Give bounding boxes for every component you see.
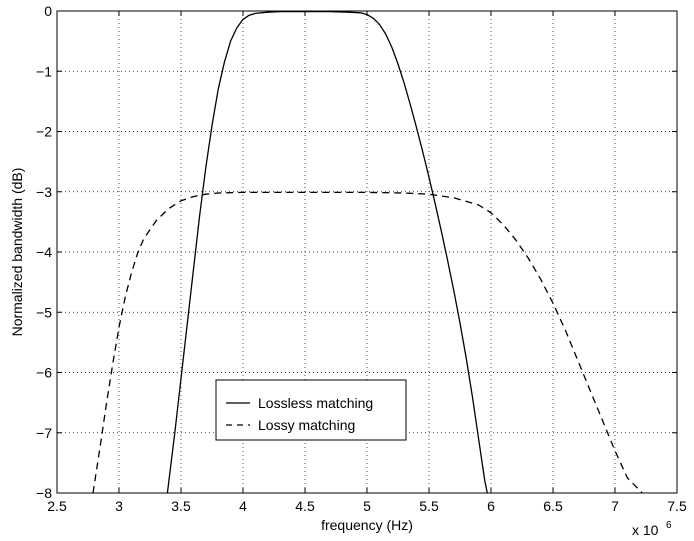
- legend-label-lossless: Lossless matching: [258, 395, 373, 411]
- x-tick-label: 5: [363, 498, 371, 514]
- y-tick-label: −4: [36, 244, 52, 260]
- x-axis-title: frequency (Hz): [321, 517, 413, 533]
- x-tick-label: 4: [239, 498, 247, 514]
- y-tick-label: −2: [36, 124, 52, 140]
- legend-box: [215, 379, 407, 441]
- x-tick-label: 6.5: [543, 498, 563, 514]
- axis-ticks: 2.5 3 3.5 4 4.5 5 5.5 6 6.5 7 7.5 0 −1 −2 −3 −4 −5 −6 −7 −8: [36, 3, 687, 514]
- y-tick-label: −3: [36, 184, 52, 200]
- y-tick-label: −5: [36, 304, 52, 320]
- x-tick-label: 5.5: [419, 498, 439, 514]
- x-tick-label: 7: [611, 498, 619, 514]
- legend-label-lossy: Lossy matching: [258, 417, 355, 433]
- x-tick-label: 6: [487, 498, 495, 514]
- y-axis-title: Normalized bandwidth (dB): [9, 168, 25, 337]
- legend: Lossless matching Lossy matching: [215, 379, 407, 441]
- x-tick-label: 2.5: [47, 498, 67, 514]
- y-tick-label: −8: [36, 485, 52, 501]
- y-tick-label: −6: [36, 365, 52, 381]
- x-axis-multiplier: x 10: [632, 522, 659, 538]
- x-axis-multiplier-exponent: 6: [666, 520, 672, 531]
- series-lines: [92, 10, 643, 494]
- x-tick-label: 3.5: [171, 498, 191, 514]
- x-tick-label: 7.5: [667, 498, 687, 514]
- y-tick-label: 0: [44, 3, 52, 19]
- x-tick-label: 3: [115, 498, 123, 514]
- x-tick-label: 4.5: [295, 498, 315, 514]
- y-tick-label: −1: [36, 63, 52, 79]
- y-tick-label: −7: [36, 425, 52, 441]
- series-line-lossless: [166, 10, 488, 494]
- grid-lines: [57, 11, 677, 493]
